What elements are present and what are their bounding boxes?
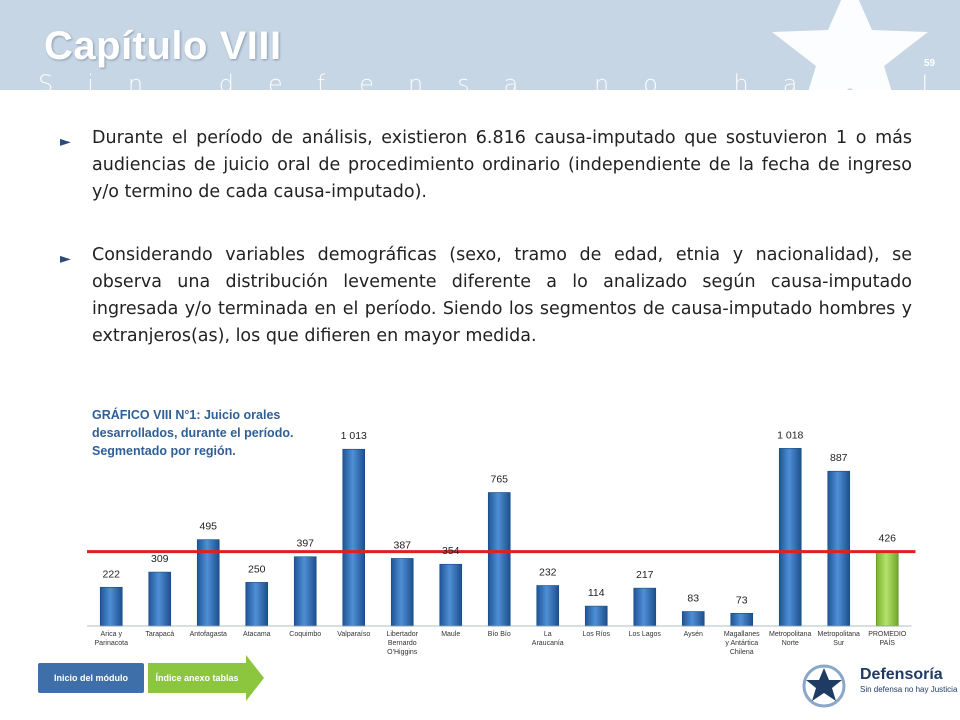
data-label: 354 [442,545,460,557]
category-label: Metropolitana Norte [769,631,812,647]
bar [584,605,608,627]
indice-anexo-button[interactable]: Índice anexo tablas [148,663,246,693]
data-label: 1 018 [777,429,803,441]
bar [245,582,269,627]
category-label: Antofagasta [190,631,227,638]
bar [681,611,705,627]
data-label: 309 [151,553,169,565]
bar [487,492,511,627]
bullet-text: Considerando variables demográficas (sex… [92,245,912,346]
bar [827,470,851,627]
chapter-subtitle: Sin defensa no hay Justicia [38,70,960,90]
bullet-item: ► Durante el período de análisis, existi… [60,125,912,206]
category-label: Valparaíso [337,631,370,638]
category-label: Los Lagos [629,631,662,638]
category-label: Libertador Bernardo O'Higgins [386,631,418,656]
header-banner: Capítulo VIII Sin defensa no hay Justici… [0,0,960,90]
bar [778,448,802,627]
data-label: 387 [393,539,411,551]
bullet-item: ► Considerando variables demográficas (s… [60,242,912,350]
bar [99,586,123,627]
data-label: 232 [539,567,557,579]
bar [342,448,366,627]
inicio-modulo-button[interactable]: Inicio del módulo [38,663,144,693]
category-label: Aysén [684,631,703,638]
category-label: Los Ríos [582,631,610,638]
data-label: 73 [736,594,748,606]
bar [536,585,560,627]
logo-tagline: Sin defensa no hay Justicia [860,685,958,694]
page-number: 59 [924,58,936,69]
bar [390,558,414,627]
data-label: 1 013 [341,430,367,442]
bar [633,587,657,627]
data-label: 426 [878,533,896,545]
category-label: Maule [441,631,460,638]
chart-title: GRÁFICO VIII N°1: Juicio orales desarrol… [92,408,294,458]
category-label: Magallanes y Antártica Chilena [724,631,760,656]
bar [439,563,463,627]
data-label: 495 [199,521,217,533]
data-label: 114 [588,587,605,599]
category-label: PROMEDIO PAÍS [868,631,907,647]
chapter-title: Capítulo VIII [44,24,282,68]
category-label: Tarapacá [145,631,174,638]
average-bar [875,551,899,627]
data-label: 250 [248,563,266,575]
star-icon [772,0,928,90]
category-label: Metropolitana Sur [818,631,861,647]
logo-name: Defensoría [860,666,943,683]
star-logo-icon [802,664,846,708]
data-label: 83 [687,593,699,605]
category-label: La Araucanía [532,631,564,647]
category-label: Atacama [243,631,271,638]
arrow-right-icon[interactable] [246,655,264,701]
bar [148,571,172,627]
bar [293,556,317,627]
category-label: Bío Bío [488,631,511,638]
arrow-bullet-icon: ► [60,134,71,150]
data-label: 397 [296,538,314,550]
bullet-list: ► Durante el período de análisis, existi… [60,125,912,350]
category-label: Arica y Parinacota [95,631,129,647]
bullet-text: Durante el período de análisis, existier… [92,128,912,202]
data-label: 217 [636,569,654,581]
defensoria-logo: Defensoría Sin defensa no hay Justicia [796,660,957,708]
data-label: 765 [490,474,508,486]
arrow-bullet-icon: ► [60,251,71,267]
category-label: Coquimbo [289,631,321,638]
data-label: 887 [830,452,848,464]
data-label: 222 [102,568,120,580]
bar [730,612,754,627]
